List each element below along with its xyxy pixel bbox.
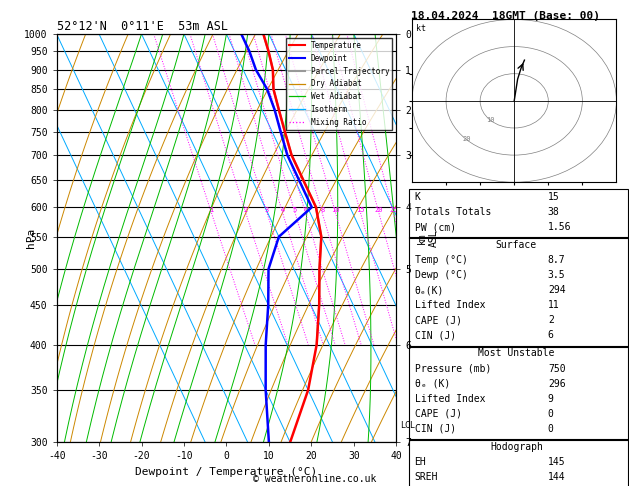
Text: 1: 1: [209, 207, 214, 213]
Text: 2: 2: [548, 315, 554, 326]
Text: 18.04.2024  18GMT (Base: 00): 18.04.2024 18GMT (Base: 00): [411, 11, 599, 21]
Text: PW (cm): PW (cm): [415, 222, 455, 232]
Text: 5: 5: [293, 207, 298, 213]
Text: 52°12'N  0°11'E  53m ASL: 52°12'N 0°11'E 53m ASL: [57, 20, 228, 33]
X-axis label: Dewpoint / Temperature (°C): Dewpoint / Temperature (°C): [135, 467, 318, 477]
Text: 3.5: 3.5: [548, 270, 565, 280]
Text: Lifted Index: Lifted Index: [415, 394, 485, 404]
Text: 750: 750: [548, 364, 565, 374]
Text: Surface: Surface: [496, 240, 537, 250]
Text: Most Unstable: Most Unstable: [478, 348, 555, 359]
Text: 1.56: 1.56: [548, 222, 571, 232]
Text: 2: 2: [243, 207, 248, 213]
Text: 10: 10: [331, 207, 340, 213]
Text: 20: 20: [462, 136, 470, 142]
Text: 15: 15: [548, 192, 560, 202]
Text: 8.7: 8.7: [548, 255, 565, 265]
Text: Pressure (mb): Pressure (mb): [415, 364, 491, 374]
Text: 145: 145: [548, 457, 565, 467]
Text: Dewp (°C): Dewp (°C): [415, 270, 467, 280]
Text: 294: 294: [548, 285, 565, 295]
Text: θₑ(K): θₑ(K): [415, 285, 444, 295]
Text: θₑ (K): θₑ (K): [415, 379, 450, 389]
Text: 10: 10: [486, 117, 494, 123]
Text: 25: 25: [389, 207, 398, 213]
Text: 6: 6: [548, 330, 554, 341]
Text: EH: EH: [415, 457, 426, 467]
Text: 4: 4: [281, 207, 285, 213]
Text: K: K: [415, 192, 420, 202]
Text: LCL: LCL: [399, 421, 415, 430]
Text: CIN (J): CIN (J): [415, 330, 455, 341]
Text: 38: 38: [548, 207, 560, 217]
Text: Lifted Index: Lifted Index: [415, 300, 485, 311]
Y-axis label: km
ASL: km ASL: [417, 229, 438, 247]
Legend: Temperature, Dewpoint, Parcel Trajectory, Dry Adiabat, Wet Adiabat, Isotherm, Mi: Temperature, Dewpoint, Parcel Trajectory…: [286, 38, 392, 130]
Text: 144: 144: [548, 472, 565, 482]
Text: 11: 11: [548, 300, 560, 311]
Text: 9: 9: [548, 394, 554, 404]
Text: 3: 3: [265, 207, 269, 213]
Text: Totals Totals: Totals Totals: [415, 207, 491, 217]
Text: CAPE (J): CAPE (J): [415, 409, 462, 419]
Text: 15: 15: [356, 207, 365, 213]
Text: 0: 0: [548, 409, 554, 419]
Text: hPa: hPa: [26, 228, 36, 248]
Text: 20: 20: [375, 207, 383, 213]
Text: 6: 6: [303, 207, 308, 213]
Text: Hodograph: Hodograph: [490, 442, 543, 452]
Text: kt: kt: [416, 24, 426, 34]
Text: SREH: SREH: [415, 472, 438, 482]
Text: 0: 0: [548, 424, 554, 434]
Text: 8: 8: [320, 207, 325, 213]
Text: CAPE (J): CAPE (J): [415, 315, 462, 326]
Text: Temp (°C): Temp (°C): [415, 255, 467, 265]
Text: CIN (J): CIN (J): [415, 424, 455, 434]
Text: 296: 296: [548, 379, 565, 389]
Text: © weatheronline.co.uk: © weatheronline.co.uk: [253, 473, 376, 484]
